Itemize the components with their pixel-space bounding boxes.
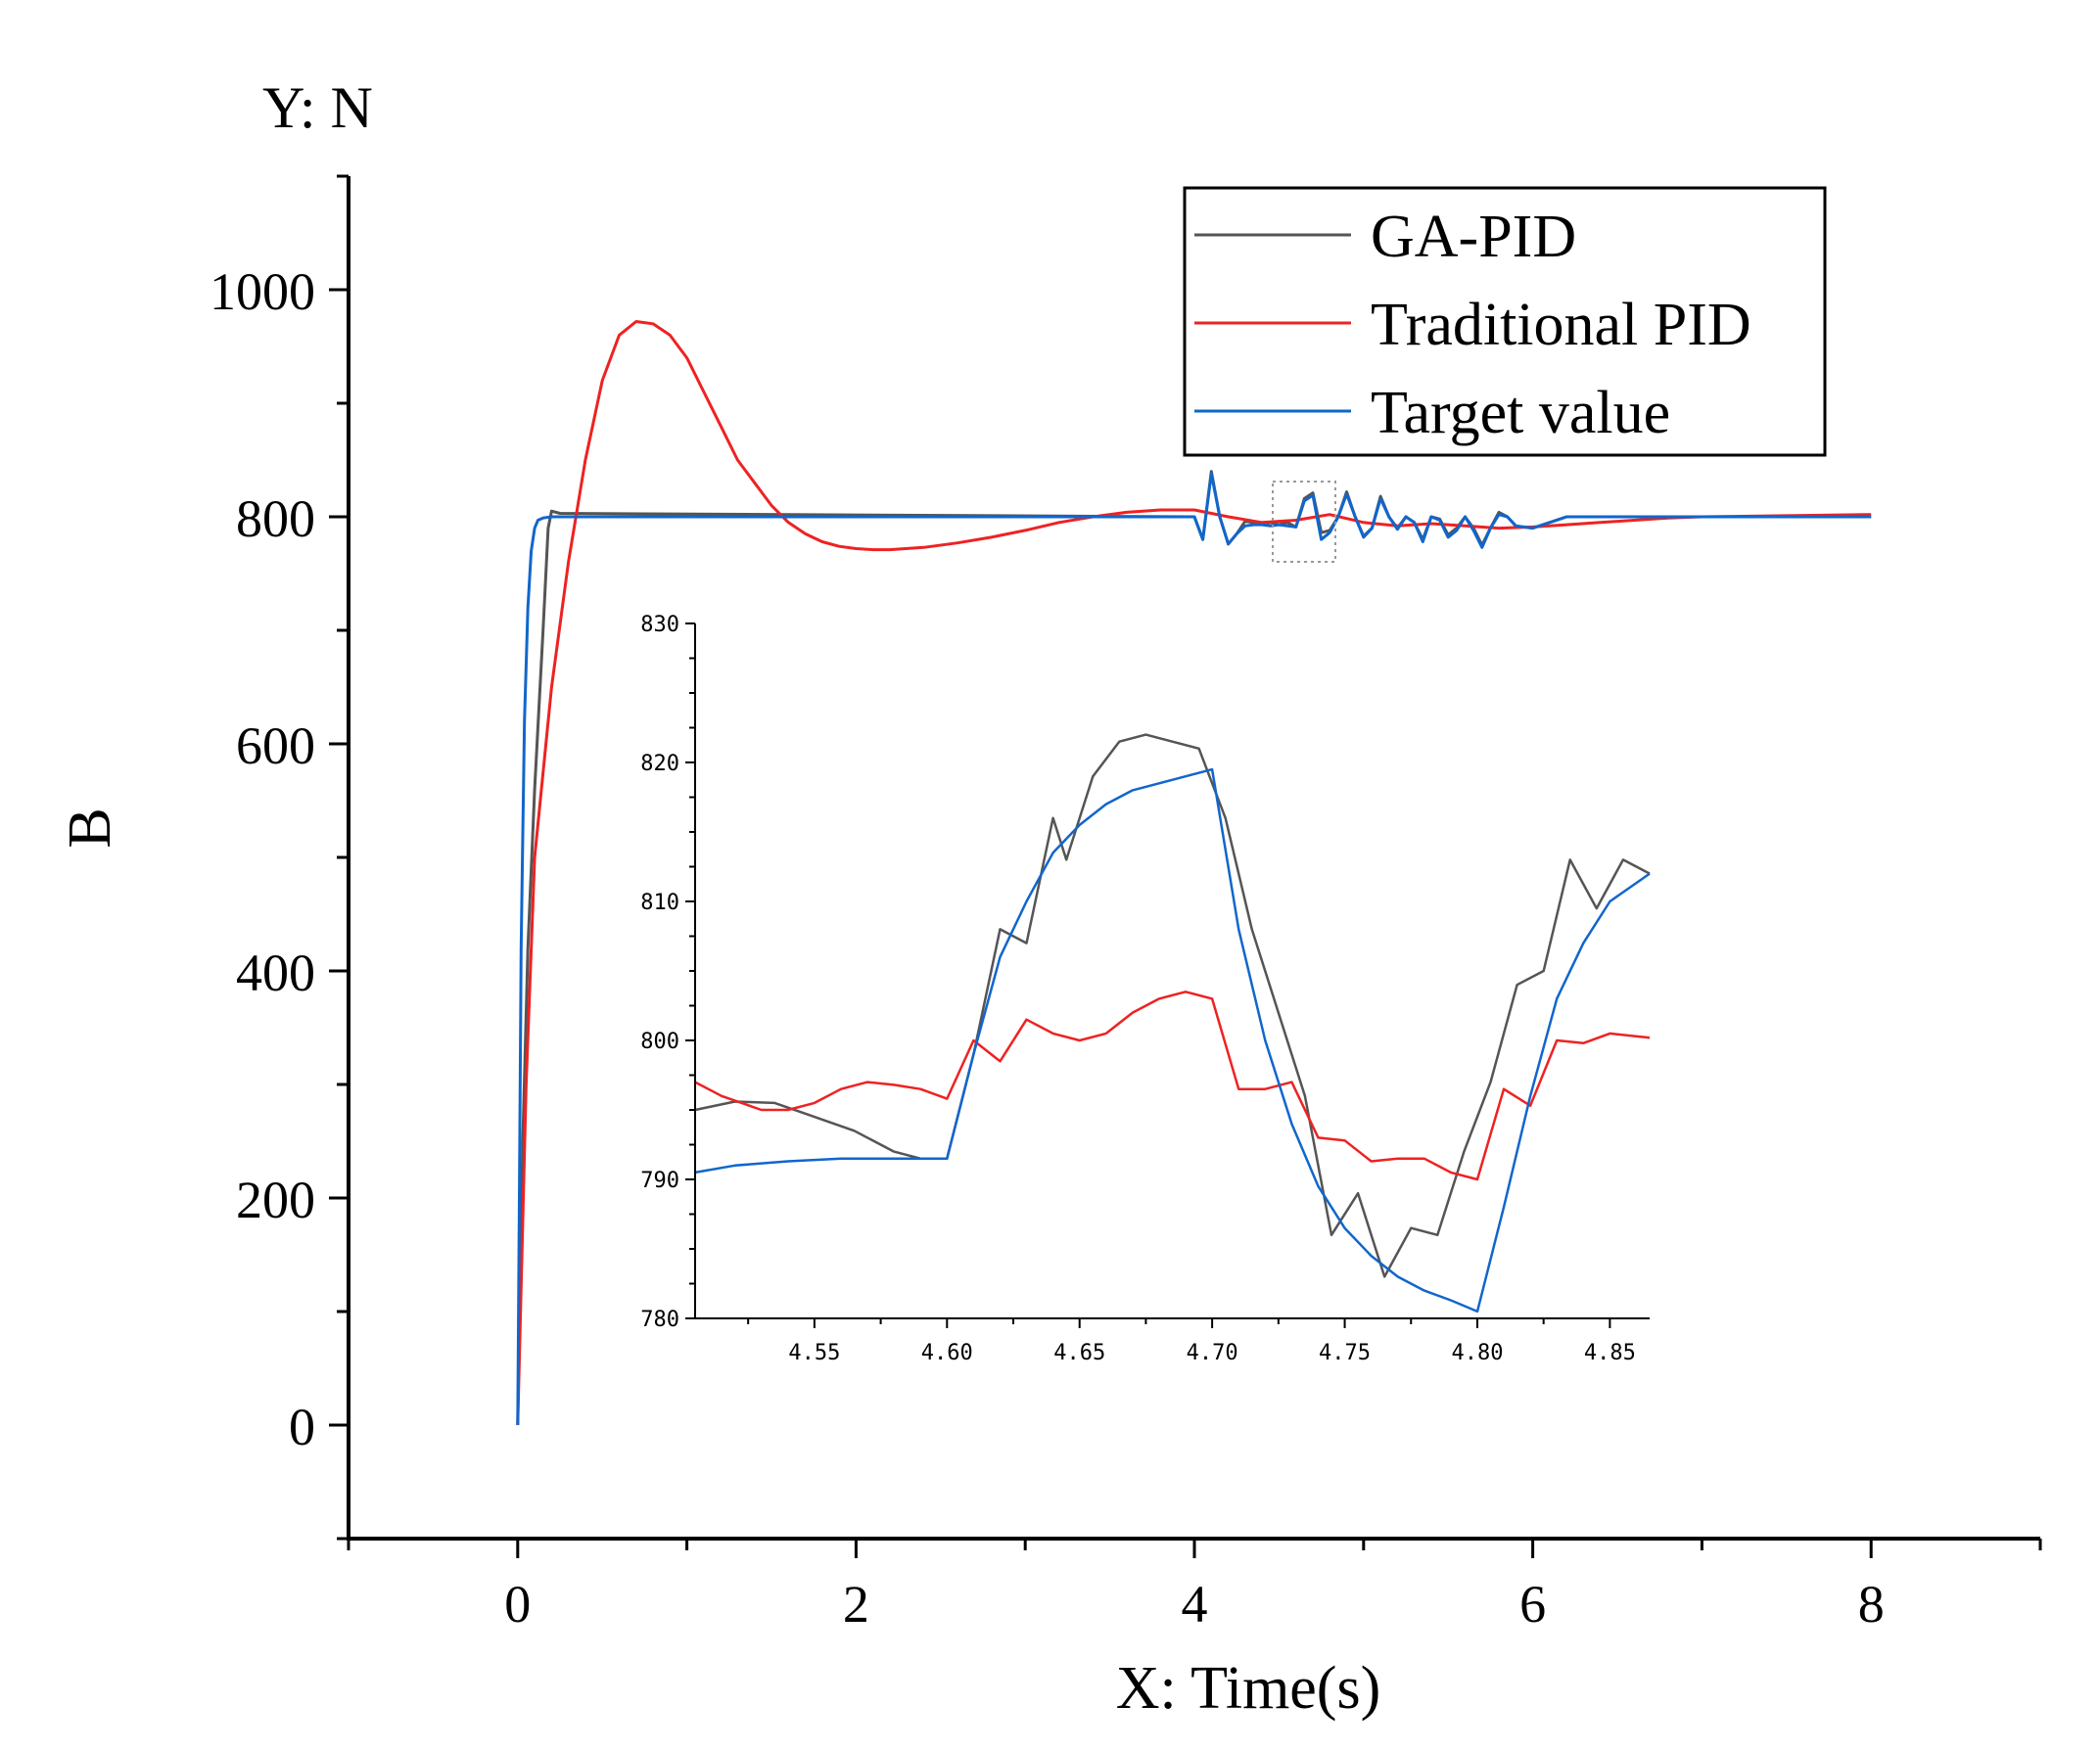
inset-x-tick-label: 4.70 bbox=[1187, 1341, 1238, 1365]
legend-label-target-value: Target value bbox=[1371, 380, 1670, 446]
main-x-ticks: 0 2 4 6 8 bbox=[347, 1539, 2042, 1634]
inset-x-tick-label: 4.75 bbox=[1319, 1341, 1371, 1365]
legend-label-traditional-pid: Traditional PID bbox=[1371, 292, 1751, 358]
inset-x-ticks: 4.55 4.60 4.65 4.70 4.75 4.80 4.85 bbox=[747, 1318, 1636, 1365]
main-x-tick-label: 0 bbox=[504, 1575, 531, 1634]
inset-y-tick-label: 830 bbox=[640, 613, 679, 637]
inset-x-tick-label: 4.85 bbox=[1584, 1341, 1636, 1365]
main-y-tick-label: 200 bbox=[236, 1171, 315, 1229]
corner-label: Y: N bbox=[262, 75, 373, 140]
inset-series-lines bbox=[694, 733, 1651, 1313]
main-y-tick-label: 400 bbox=[236, 944, 315, 1002]
main-x-tick-label: 6 bbox=[1519, 1575, 1546, 1634]
inset-y-tick-label: 790 bbox=[640, 1169, 679, 1193]
main-y-tick-label: 0 bbox=[289, 1398, 315, 1456]
x-axis-label: X: Time(s) bbox=[1116, 1655, 1380, 1722]
main-series-lines bbox=[516, 320, 1872, 1426]
legend-label-ga-pid: GA-PID bbox=[1371, 204, 1576, 270]
inset-x-tick-label: 4.65 bbox=[1053, 1341, 1105, 1365]
inset-y-tick-label: 800 bbox=[640, 1030, 679, 1054]
inset-x-tick-label: 4.80 bbox=[1451, 1341, 1503, 1365]
inset-series-target-value bbox=[694, 767, 1651, 1313]
inset-x-tick-label: 4.55 bbox=[788, 1341, 840, 1365]
main-series-traditional-pid bbox=[516, 320, 1872, 1426]
main-y-tick-label: 1000 bbox=[210, 262, 315, 321]
main-y-tick-label: 800 bbox=[236, 489, 315, 548]
legend: GA-PID Traditional PID Target value bbox=[1183, 186, 1827, 457]
y-axis-label: B bbox=[57, 807, 123, 848]
inset-background bbox=[695, 623, 1650, 1318]
inset-series-traditional-pid bbox=[694, 991, 1651, 1181]
main-x-tick-label: 8 bbox=[1858, 1575, 1885, 1634]
inset-y-tick-label: 780 bbox=[640, 1308, 679, 1332]
zoom-region-marker bbox=[1272, 481, 1336, 563]
inset-y-ticks: 780 790 800 810 820 830 bbox=[640, 613, 695, 1332]
main-y-ticks: 0 200 400 600 800 1000 bbox=[210, 174, 349, 1541]
inset-y-tick-label: 820 bbox=[640, 752, 679, 776]
main-x-tick-label: 2 bbox=[843, 1575, 869, 1634]
inset-y-tick-label: 810 bbox=[640, 891, 679, 915]
main-y-tick-label: 600 bbox=[236, 716, 315, 775]
inset-x-tick-label: 4.60 bbox=[921, 1341, 973, 1365]
main-series-target-value bbox=[516, 472, 1872, 1426]
main-x-tick-label: 4 bbox=[1182, 1575, 1208, 1634]
inset-series-ga-pid bbox=[694, 733, 1651, 1278]
